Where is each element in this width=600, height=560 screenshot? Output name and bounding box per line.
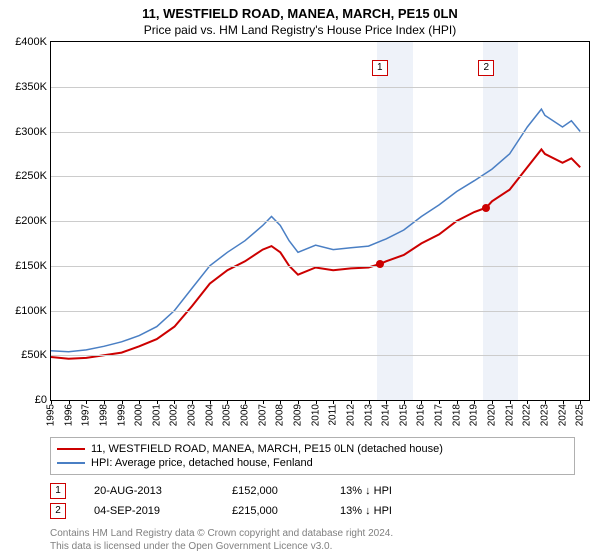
y-axis-label: £200K [15,215,47,227]
y-axis-label: £50K [21,349,47,361]
legend: 11, WESTFIELD ROAD, MANEA, MARCH, PE15 0… [50,437,575,475]
x-axis-label: 2000 [134,404,145,426]
gridline [51,355,589,356]
x-axis-label: 1996 [63,404,74,426]
x-axis-label: 1997 [81,404,92,426]
sale-price: £215,000 [232,505,312,517]
sales-row: 1 20-AUG-2013 £152,000 13% ↓ HPI [50,481,600,501]
x-axis-label: 1995 [46,404,57,426]
legend-swatch [57,448,85,450]
x-axis-label: 2023 [539,404,550,426]
y-axis-label: £100K [15,305,47,317]
series-property [51,149,580,358]
y-axis-label: £400K [15,36,47,48]
y-axis-label: £350K [15,81,47,93]
x-axis-label: 2018 [451,404,462,426]
x-axis-label: 2006 [240,404,251,426]
sale-marker [482,204,490,212]
x-axis-label: 2016 [416,404,427,426]
sale-date: 20-AUG-2013 [94,485,204,497]
gridline [51,132,589,133]
sale-marker [376,260,384,268]
legend-label: 11, WESTFIELD ROAD, MANEA, MARCH, PE15 0… [91,443,443,455]
x-axis-label: 2012 [345,404,356,426]
sale-hpi-diff: 13% ↓ HPI [340,485,392,497]
footer-line-1: Contains HM Land Registry data © Crown c… [50,527,600,540]
gridline [51,266,589,267]
x-axis-label: 2024 [557,404,568,426]
x-axis-label: 2008 [275,404,286,426]
legend-label: HPI: Average price, detached house, Fenl… [91,457,313,469]
sale-date: 04-SEP-2019 [94,505,204,517]
x-axis-label: 2005 [222,404,233,426]
sale-hpi-diff: 13% ↓ HPI [340,505,392,517]
price-chart: £0£50K£100K£150K£200K£250K£300K£350K£400… [50,41,590,401]
x-axis-label: 2011 [328,404,339,426]
page-subtitle: Price paid vs. HM Land Registry's House … [0,21,600,41]
series-hpi [51,109,580,352]
sale-marker-label: 1 [372,60,388,76]
x-axis-label: 2020 [486,404,497,426]
x-axis-label: 1998 [98,404,109,426]
x-axis-label: 2001 [151,404,162,426]
sales-row: 2 04-SEP-2019 £215,000 13% ↓ HPI [50,501,600,521]
sale-number-box: 1 [50,483,66,499]
x-axis-label: 2025 [575,404,586,426]
footer-line-2: This data is licensed under the Open Gov… [50,540,600,553]
x-axis-label: 1999 [116,404,127,426]
x-axis-label: 2015 [398,404,409,426]
x-axis-label: 2014 [381,404,392,426]
x-axis-label: 2010 [310,404,321,426]
x-axis-label: 2019 [469,404,480,426]
x-axis-label: 2004 [204,404,215,426]
x-axis-label: 2013 [363,404,374,426]
legend-row: HPI: Average price, detached house, Fenl… [57,456,568,470]
x-axis-label: 2003 [187,404,198,426]
x-axis-label: 2002 [169,404,180,426]
sale-marker-label: 2 [478,60,494,76]
page-title: 11, WESTFIELD ROAD, MANEA, MARCH, PE15 0… [0,0,600,21]
gridline [51,221,589,222]
x-axis-label: 2022 [522,404,533,426]
x-axis-label: 2009 [292,404,303,426]
sale-number-box: 2 [50,503,66,519]
legend-row: 11, WESTFIELD ROAD, MANEA, MARCH, PE15 0… [57,442,568,456]
x-axis-label: 2007 [257,404,268,426]
gridline [51,311,589,312]
gridline [51,87,589,88]
sales-table: 1 20-AUG-2013 £152,000 13% ↓ HPI 2 04-SEP-201… [50,481,600,521]
x-axis-label: 2017 [434,404,445,426]
footer-attribution: Contains HM Land Registry data © Crown c… [50,527,600,553]
gridline [51,176,589,177]
sale-price: £152,000 [232,485,312,497]
y-axis-label: £150K [15,260,47,272]
y-axis-label: £250K [15,170,47,182]
legend-swatch [57,462,85,464]
y-axis-label: £300K [15,126,47,138]
x-axis-label: 2021 [504,404,515,426]
